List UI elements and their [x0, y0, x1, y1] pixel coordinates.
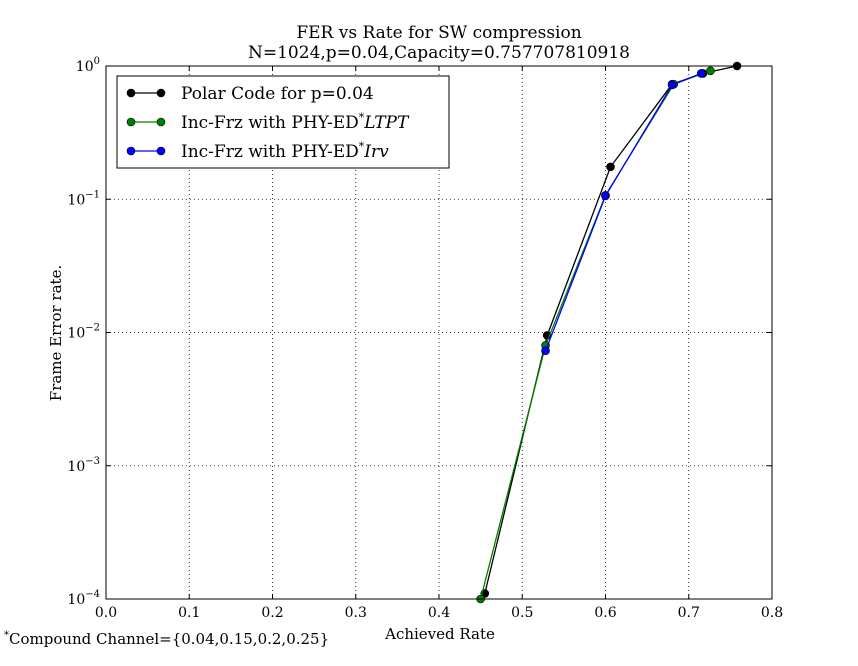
y-axis-label: Frame Error rate.: [47, 265, 65, 401]
x-tick-label: 0.4: [428, 605, 450, 621]
chart-subtitle: N=1024,p=0.04,Capacity=0.757707810918: [248, 43, 630, 63]
x-axis-ticks: 0.0 0.1 0.2 0.3 0.4 0.5 0.6 0.7 0.8: [95, 66, 783, 621]
series-inc-frz-ltpt: [476, 66, 715, 604]
series-line: [544, 72, 702, 351]
y-tick-label: 10−4: [67, 589, 100, 608]
footnote: *Compound Channel={0.04,0.15,0.2,0.25}: [4, 630, 329, 648]
y-tick-label: 10−1: [67, 189, 100, 208]
legend-marker: [126, 88, 136, 98]
legend-marker: [156, 88, 166, 98]
legend: Polar Code for p=0.04 Inc-Frz with PHY-ED…: [116, 75, 450, 169]
legend-label: Inc-Frz with PHY-ED*Irv: [181, 140, 389, 162]
x-tick-label: 0.1: [178, 605, 200, 621]
series-inc-frz-irv: [541, 69, 706, 356]
data-point: [706, 66, 715, 76]
legend-entry: Polar Code for p=0.04: [126, 84, 374, 104]
y-axis-ticks: 10−4 10−3 10−2 10−1 100: [67, 56, 772, 608]
y-tick-label: 100: [76, 56, 100, 75]
data-point: [541, 346, 550, 356]
legend-box: [116, 75, 450, 169]
legend-entry: Inc-Frz with PHY-ED*Irv: [126, 140, 389, 162]
data-series: [476, 61, 742, 604]
x-axis-label: Achieved Rate: [384, 625, 495, 643]
legend-marker: [126, 117, 136, 127]
data-point: [606, 162, 615, 172]
series-line: [479, 70, 711, 600]
legend-marker: [156, 146, 166, 156]
data-point: [667, 80, 677, 90]
legend-label: Polar Code for p=0.04: [181, 84, 374, 104]
y-tick-label: 10−3: [67, 456, 100, 475]
data-point: [601, 191, 610, 201]
legend-entry: Inc-Frz with PHY-ED*LTPT: [126, 111, 410, 133]
legend-marker: [156, 117, 166, 127]
data-point: [696, 69, 706, 78]
footnote-asterisk: *: [4, 630, 9, 641]
footnote-text: Compound Channel={0.04,0.15,0.2,0.25}: [9, 630, 329, 648]
x-tick-label: 0.7: [678, 605, 700, 621]
chart-title: FER vs Rate for SW compression: [296, 23, 581, 43]
x-tick-label: 0.8: [761, 605, 783, 621]
x-tick-label: 0.0: [95, 605, 117, 621]
x-tick-label: 0.2: [261, 605, 283, 621]
x-tick-label: 0.3: [345, 605, 367, 621]
x-tick-label: 0.6: [594, 605, 616, 621]
series-polar-code: [480, 61, 742, 598]
legend-label: Inc-Frz with PHY-ED*LTPT: [181, 111, 410, 133]
y-tick-label: 10−2: [67, 323, 100, 342]
x-tick-label: 0.5: [511, 605, 533, 621]
legend-marker: [126, 146, 136, 156]
